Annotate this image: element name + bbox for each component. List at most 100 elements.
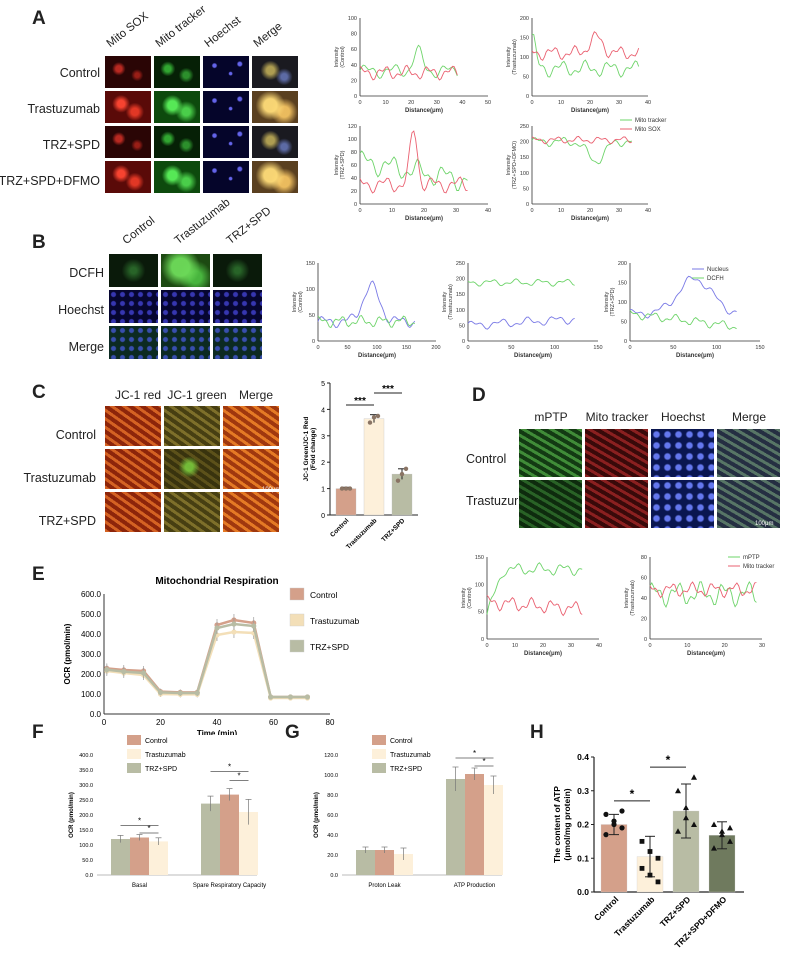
- panel-e-ylabel: OCR (pmol/min): [63, 623, 72, 684]
- panel-a-micrograph-r1-c4: [251, 55, 299, 89]
- panel-h-data-point: [711, 821, 717, 827]
- panel-g-legend-swatch: [372, 763, 386, 773]
- panel-d-plot-control-xtick-label: 10: [512, 643, 518, 649]
- panel-e-data-point: [231, 629, 237, 635]
- panel-h-data-point: [603, 832, 609, 838]
- panel-e-ytick-label: 300.0: [81, 650, 102, 659]
- panel-c-micrograph-r3-c2: [163, 491, 221, 533]
- panel-e-series-line: [106, 630, 308, 700]
- panel-h-data-point: [683, 814, 689, 821]
- panel-g-category-label: Proton Leak: [368, 883, 401, 889]
- panel-c-ylabel-line: JC-1 Green/JC-1 Red: [303, 417, 310, 482]
- panel-e-data-point: [157, 689, 164, 695]
- panel-d-plot-control-xtick-label: 0: [485, 643, 488, 649]
- panel-d-plot-control-ytick-label: 150: [475, 555, 484, 561]
- panel-a-column-label: Hoechst: [202, 14, 244, 50]
- panel-d-legend-label: Mito tracker: [743, 564, 774, 570]
- panel-c-sig-label: ***: [382, 384, 394, 395]
- panel-d-column-label: Merge: [731, 410, 766, 424]
- panel-d-plot-trastuzumab-xtick-label: 20: [722, 643, 728, 649]
- panel-c-ytick-label: 1: [321, 487, 325, 494]
- panel-g-bar: [465, 774, 484, 875]
- panel-e-xtick-label: 20: [156, 718, 165, 727]
- panel-d-micrograph-r1-c1: [518, 428, 583, 478]
- panel-b-plot-trzspd-series-line: [629, 275, 737, 319]
- panel-d-plot-control-xtick-label: 40: [596, 643, 602, 649]
- panel-c-micrograph-r1-c1: [104, 405, 162, 447]
- panel-a-plot-trzspd-xtick-label: 10: [389, 208, 395, 214]
- panel-b-plot-trzspd-ytick-label: 200: [618, 261, 627, 267]
- panel-d-micrograph-r2-c3: [650, 479, 715, 529]
- panel-f-ytick-label: 0.0: [85, 873, 93, 879]
- panel-h-data-point: [727, 824, 733, 831]
- panel-a-plot-control-ytick-label: 40: [351, 63, 357, 69]
- panel-a-row-label: TRZ+SPD+DFMO: [0, 174, 100, 188]
- panel-e-data-point: [140, 670, 147, 676]
- panel-g-bar-chart: 0.0 20.0 40.0 60.0 80.0 100.0 120.0 OCR (pmol/m…: [314, 735, 503, 889]
- panel-b-plot-control-xlabel: Distance(μm): [358, 353, 396, 359]
- panel-a-plot-trastuzumab-series-line: [531, 33, 640, 78]
- panel-a-plot-trastuzumab-ylabel-line: (Trastuzumab): [512, 39, 518, 75]
- panel-b-plot-control-ylabel-line: (Control): [298, 291, 304, 313]
- panel-d-plot-trastuzumab-ytick-label: 60: [641, 576, 647, 582]
- panel-h-bar: [708, 835, 736, 893]
- panel-c-bar: [391, 473, 413, 516]
- panel-b-plot-trzspd-ylabel-line: Intensity: [604, 292, 610, 313]
- panel-h-ytick-label: 0.1: [577, 853, 589, 863]
- panel-d-micrograph-r2-c1: [518, 479, 583, 529]
- panel-d-plot-control-xtick-label: 30: [568, 643, 574, 649]
- panel-h-ytick-label: 0.0: [577, 887, 589, 897]
- panel-b-row-label: DCFH: [69, 266, 104, 280]
- panel-a-plot-trastuzumab-xlabel: Distance(μm): [571, 108, 609, 114]
- panel-h-data-point: [719, 828, 725, 834]
- panel-b-plot-control-ytick-label: 0: [312, 339, 315, 345]
- panel-a-plot-trzspddfmo-ylabel: Intensity(TRZ+SPD+DFMO): [506, 141, 518, 189]
- panel-c-column-label: Merge: [238, 388, 273, 402]
- panel-f-ytick-label: 200.0: [79, 813, 93, 819]
- panel-c-data-point: [367, 420, 373, 425]
- panel-b-plot-trastuzumab-ytick-label: 250: [456, 261, 465, 267]
- panel-e-data-point: [121, 669, 127, 675]
- panel-a-plot-trzspddfmo-ylabel-line: Intensity: [506, 155, 512, 176]
- panel-b-plot-trzspd-xtick-label: 50: [670, 345, 676, 351]
- panel-a-micrograph-r3-c4: [251, 125, 299, 159]
- panel-d-plot-trastuzumab-xtick-label: 30: [759, 643, 765, 649]
- panel-c-category-label: TRZ+SPD: [380, 517, 406, 543]
- panel-e-legend-label: TRZ+SPD: [310, 642, 349, 652]
- panel-a-column-label: Mito SOX: [104, 10, 151, 50]
- panel-g-ytick-label: 40.0: [327, 833, 338, 839]
- panel-c-row-label: Control: [55, 428, 96, 442]
- panel-c-bar: [363, 418, 385, 516]
- panel-a-plot-trzspddfmo-xtick-label: 10: [558, 208, 564, 214]
- panel-f-legend-swatch: [127, 763, 141, 773]
- panel-h-data-point: [727, 838, 733, 844]
- panel-c-micrograph-r2-c1: [104, 448, 162, 490]
- panel-d-micrograph-r1-c2: [584, 428, 649, 478]
- panel-a-plot-trzspd-ytick-label: 40: [351, 176, 357, 182]
- panel-b-plot-control-ytick-label: 100: [306, 287, 315, 293]
- panel-e-legend-swatch: [289, 587, 305, 601]
- panel-f-ytick-label: 250.0: [79, 798, 93, 804]
- panel-b-plot-trastuzumab-ytick-label: 100: [456, 308, 465, 314]
- panel-e-label: E: [32, 564, 45, 585]
- panel-a-row-label: TRZ+SPD: [42, 138, 100, 152]
- panel-d-column-label: mPTP: [534, 410, 568, 424]
- panel-d-plot-trastuzumab-ylabel-line: (Trastuzumab): [630, 580, 636, 616]
- panel-b-plot-trzspd-ytick-label: 100: [618, 300, 627, 306]
- panel-a-plot-trastuzumab-ytick-label: 200: [520, 16, 529, 22]
- panel-d-plot-control-xlabel: Distance(μm): [524, 651, 562, 657]
- panel-d-micrograph-r1-c4: [716, 428, 781, 478]
- panel-b-plot-trastuzumab-ylabel-line: Intensity: [442, 292, 448, 313]
- panel-h-data-point: [683, 804, 689, 811]
- panel-c-data-point: [347, 486, 353, 491]
- panel-d-column-label: Mito tracker: [585, 410, 649, 424]
- panel-h-atp-chart: 0.0 0.1 0.2 0.3 0.4 The content of ATP(μmol/m…: [552, 752, 744, 950]
- panel-a-plot-trzspd-ylabel: Intensity(TRZ+SPD): [334, 150, 346, 179]
- panel-f-bar: [239, 812, 258, 875]
- panel-a-plot-trastuzumab-ylabel: Intensity(Trastuzumab): [506, 39, 518, 75]
- panel-a-legend-label: Mito SOX: [635, 127, 661, 133]
- panel-e-legend-swatch: [289, 639, 305, 653]
- panel-g-category-label: ATP Production: [454, 883, 495, 889]
- panel-h-data-point: [619, 808, 625, 814]
